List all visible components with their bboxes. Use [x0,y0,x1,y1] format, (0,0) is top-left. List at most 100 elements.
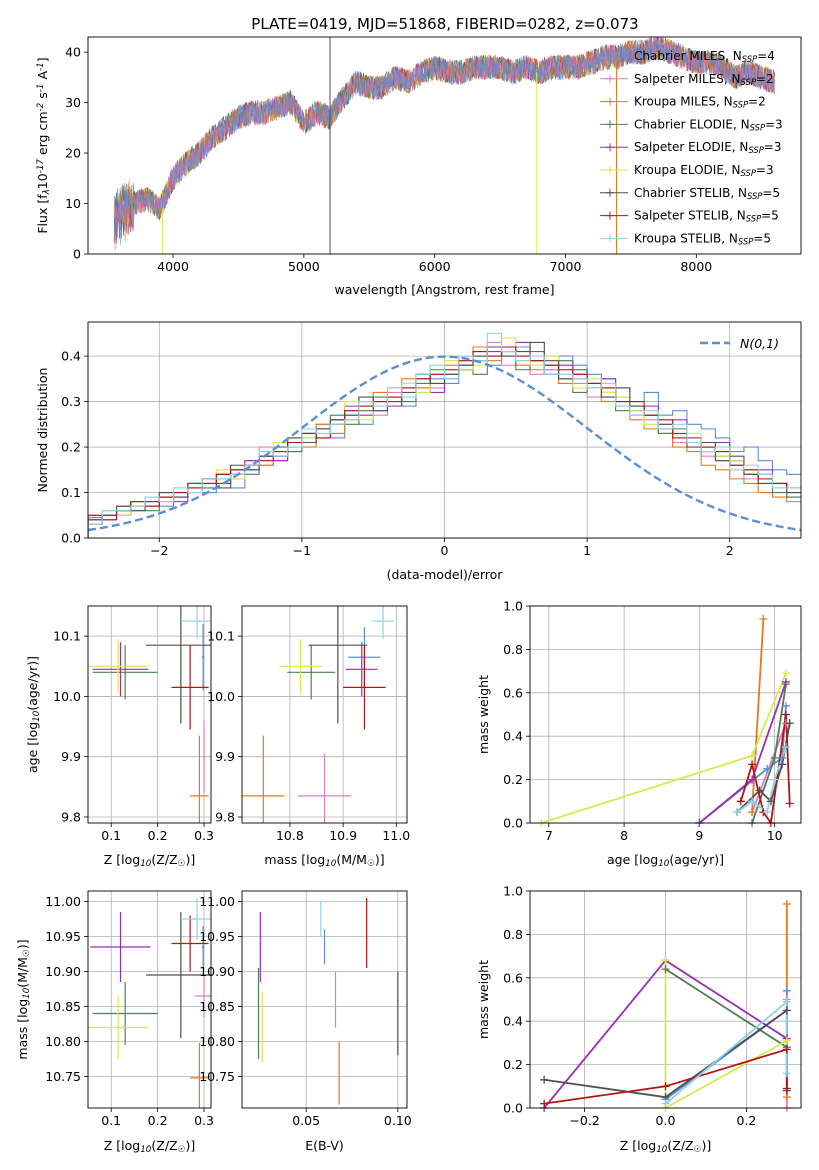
legend-marker [606,166,614,174]
y-tick-label: 11.00 [45,894,81,909]
weight-marker [781,701,790,710]
y-tick-label: 10.85 [199,999,235,1014]
x-tick-label: 8 [620,828,628,843]
x-axis-label: Z [log10(Z/Z☉)] [104,852,195,869]
weight-marker [778,760,787,769]
axes-frame [87,321,802,539]
weight-marker [755,786,764,795]
weight-marker [661,965,670,974]
x-tick-label: 0.1 [101,828,121,843]
weight-marker [661,1099,670,1108]
y-tick-label: 0 [73,247,81,262]
weight-marker [782,1069,791,1078]
y-tick-label: 10.95 [199,929,235,944]
histogram-series [88,332,801,538]
y-tick-label: 10.80 [45,1034,81,1049]
x-tick-label: 0.3 [194,828,214,843]
y-tick-label: 30 [65,95,81,110]
weight-marker [785,719,794,728]
x-tick-label: 0.1 [101,1113,121,1128]
legend-marker [606,74,614,83]
weight-marker [759,615,768,624]
y-tick-label: 9.9 [61,749,81,764]
x-tick-label: 10 [767,828,783,843]
x-tick-label: 10.8 [276,828,304,843]
x-tick-label: 0.2 [148,1113,168,1128]
weight-marker [782,1036,791,1045]
weight-marker [782,1006,791,1015]
y-tick-label: 10.0 [53,689,81,704]
y-axis-label: mass [log10(M/M☉)] [15,939,32,1059]
y-axis-label: Normed distribution [35,368,50,493]
axes-frame [87,36,802,255]
x-tick-label: 0.2 [148,828,168,843]
x-axis-label: age [log10(age/yr)] [607,852,724,869]
axes-frame [529,605,802,824]
y-tick-label: 1.0 [503,884,523,899]
x-tick-label: 0 [441,543,449,558]
y-tick-label: 10.90 [199,964,235,979]
y-tick-label: 40 [65,45,81,60]
y-tick-label: 10.1 [207,629,235,644]
y-tick-label: 10.0 [207,689,235,704]
legend-label: Salpeter ELODIE, NSSP=3 [634,140,782,155]
axes-frame [241,605,408,824]
chart-mass-vs-Z: 0.1 0.2 0.3 10.75 10.80 10.85 10.90 10.95 11.00 Z… [15,890,214,1155]
x-tick-label: 0.2 [736,1113,756,1128]
weight-marker [748,775,757,784]
weight-marker [781,677,790,686]
plot-area [257,898,399,1105]
x-axis-label: (data-model)/error [387,567,504,582]
y-tick-label: 0.8 [503,927,523,942]
x-tick-label: 11.0 [382,828,410,843]
chart-age-vs-mass: 10.8 10.9 11.0 9.8 9.9 10.0 10.1 mass [log10(M/… [207,605,410,869]
y-tick-label: 0.6 [503,685,523,700]
weight-marker [748,751,757,760]
x-tick-label: 6000 [419,259,451,274]
y-axis-label: age [log10(age/yr)] [25,656,42,773]
weight-marker [540,1075,549,1084]
weight-marker [661,1082,670,1091]
plot-area [88,332,801,538]
weight-marker [785,799,794,808]
y-tick-label: 10.90 [45,964,81,979]
weight-marker [782,900,791,909]
x-tick-label: 1 [583,543,591,558]
weight-marker [748,760,757,769]
x-tick-label: −0.2 [569,1113,599,1128]
legend-label: N(0,1) [740,336,779,351]
y-tick-label: 0.4 [61,349,81,364]
weight-marker [782,997,791,1006]
y-tick-label: 0.2 [503,772,523,787]
x-tick-label: 0.3 [194,1113,214,1128]
x-tick-label: 8000 [680,259,712,274]
y-tick-label: 10.80 [199,1034,235,1049]
y-tick-label: 0.2 [503,1057,523,1072]
chart-spectrum: 4000 5000 6000 7000 8000 0 10 20 30 40 wavelength … [35,36,802,297]
normal-curve [88,355,801,532]
y-tick-label: 1.0 [503,599,523,614]
chart-age-vs-Z: 0.1 0.2 0.3 9.8 9.9 10.0 10.1 Z [log10(Z/Z☉)] ag… [25,605,214,869]
x-tick-label: 5000 [288,259,320,274]
legend-marker [606,143,614,152]
x-tick-label: 10.9 [329,828,357,843]
weight-marker [748,797,757,806]
legend-marker [606,188,614,197]
x-axis-label: Z [log10(Z/Z☉)] [104,1138,195,1155]
x-tick-label: 0.05 [292,1113,320,1128]
y-tick-label: 9.8 [215,809,235,824]
y-tick-label: 10.75 [199,1069,235,1084]
y-tick-label: 0.2 [61,440,81,455]
y-tick-label: 0.3 [61,394,81,409]
weight-marker [763,764,772,773]
legend-marker [606,52,614,60]
x-tick-label: 4000 [157,259,189,274]
chart-weights-vs-Z: −0.2 0.0 0.2 0.0 0.2 0.4 0.6 0.8 1.0 Z [log10(Z/Z… [476,884,802,1155]
axes-frame [241,890,408,1109]
y-tick-label: 0.0 [503,816,523,831]
weight-marker [736,797,745,806]
weight-marker [763,808,772,817]
weight-marker [540,1099,549,1108]
legend-marker [606,234,614,243]
